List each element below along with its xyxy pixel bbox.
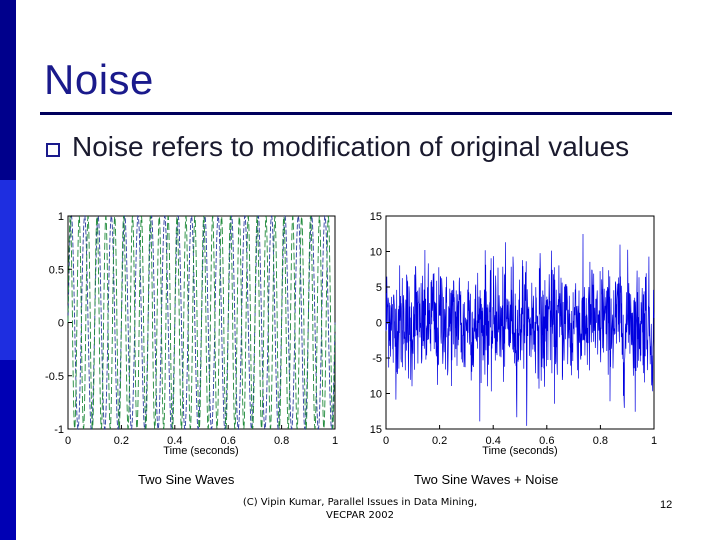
caption-two-sine-waves: Two Sine Waves <box>138 472 235 487</box>
y-tick-label: 0 <box>58 318 64 330</box>
x-tick-label: 0.6 <box>221 435 236 447</box>
bullet-square-icon <box>46 143 60 157</box>
x-tick-label: 0 <box>65 435 71 447</box>
x-tick-label: 0.4 <box>167 435 182 447</box>
y-tick-label: 10 <box>370 389 382 401</box>
y-tick-label: 1 <box>58 211 64 223</box>
x-tick-label: 0.4 <box>486 435 501 447</box>
page-number: 12 <box>660 499 673 511</box>
sidebar-band-top <box>0 0 16 180</box>
title-underline <box>40 112 672 115</box>
y-tick-group: 15 10 5 0 -5 10 15 <box>370 211 390 436</box>
slide-sidebar <box>0 0 16 540</box>
y-tick-label: 10 <box>370 247 382 259</box>
slide-footer: (C) Vipin Kumar, Parallel Issues in Data… <box>242 497 478 521</box>
x-tick-label: 1 <box>651 435 657 447</box>
x-tick-label: 1 <box>332 435 338 447</box>
y-tick-label: 0 <box>376 318 382 330</box>
x-tick-group: 0 0.2 0.4 0.6 0.8 1 <box>65 425 338 447</box>
x-axis-label: Time (seconds) <box>482 445 557 457</box>
slide-title: Noise <box>44 56 154 103</box>
x-tick-label: 0.8 <box>274 435 289 447</box>
x-tick-group: 0 0.2 0.4 0.6 0.8 1 <box>383 425 657 447</box>
chart-two-sine-waves: 0 0.2 0.4 0.6 0.8 1 1 0.5 0 -0.5 -1 Time (seconds… <box>45 211 338 457</box>
y-tick-label: 5 <box>376 282 382 294</box>
noisy-signal-series <box>385 233 655 426</box>
sidebar-band-middle <box>0 180 16 360</box>
x-tick-label: 0.2 <box>432 435 447 447</box>
y-tick-label: -5 <box>372 353 382 365</box>
y-tick-label: -0.5 <box>45 371 64 383</box>
x-tick-label: 0.2 <box>114 435 129 447</box>
series-group <box>385 233 655 426</box>
sidebar-band-bottom <box>0 360 16 540</box>
caption-sine-waves-plus-noise: Two Sine Waves + Noise <box>414 472 559 487</box>
bullet-text: Noise refers to modification of original… <box>72 131 630 162</box>
y-tick-group: 1 0.5 0 -0.5 -1 <box>45 211 72 436</box>
x-tick-label: 0 <box>383 435 389 447</box>
chart-sine-waves-plus-noise: 0 0.2 0.4 0.6 0.8 1 15 10 5 0 -5 10 15 Time (second… <box>370 211 657 457</box>
x-tick-label: 0.6 <box>539 435 554 447</box>
y-tick-label: -1 <box>54 424 64 436</box>
series-group <box>67 214 336 431</box>
y-tick-label: 15 <box>370 424 382 436</box>
x-axis-label: Time (seconds) <box>163 445 238 457</box>
sine-wave-series-2 <box>67 216 336 429</box>
y-tick-label: 0.5 <box>49 264 64 276</box>
y-tick-label: 15 <box>370 211 382 223</box>
x-tick-label: 0.8 <box>593 435 608 447</box>
